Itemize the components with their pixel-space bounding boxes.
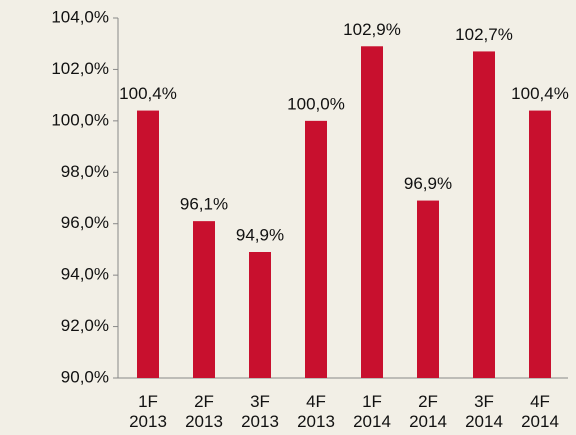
value-label: 96,1% — [180, 195, 228, 214]
value-label: 100,4% — [119, 84, 177, 103]
y-tick-label: 98,0% — [61, 162, 109, 181]
y-tick-label: 102,0% — [51, 59, 109, 78]
x-tick-label: 2F 2014 — [409, 392, 447, 431]
x-tick-label: 4F 2014 — [521, 392, 559, 431]
x-tick-label: 1F 2013 — [129, 392, 167, 431]
bar — [361, 46, 383, 379]
y-tick-label: 92,0% — [61, 316, 109, 335]
bar — [193, 221, 215, 378]
bar — [529, 110, 551, 379]
y-tick-label: 90,0% — [61, 367, 109, 386]
x-tick-label: 1F 2014 — [353, 392, 391, 431]
y-tick-label: 94,0% — [61, 265, 109, 284]
bar — [249, 252, 271, 378]
bar — [417, 200, 439, 378]
y-tick-label: 104,0% — [51, 7, 109, 26]
bar — [137, 110, 159, 379]
x-tick-label: 3F 2014 — [465, 392, 503, 431]
value-label: 96,9% — [404, 174, 452, 193]
value-label: 94,9% — [236, 225, 284, 244]
value-label: 100,4% — [511, 84, 569, 103]
bar — [305, 120, 327, 378]
value-label: 100,0% — [287, 94, 345, 113]
bar — [473, 51, 495, 379]
x-tick-label: 3F 2013 — [241, 392, 279, 431]
x-tick-label: 2F 2013 — [185, 392, 223, 431]
value-label: 102,7% — [455, 25, 513, 44]
y-tick-label: 96,0% — [61, 213, 109, 232]
y-tick-label: 100,0% — [51, 110, 109, 129]
value-label: 102,9% — [343, 20, 401, 39]
x-tick-label: 4F 2013 — [297, 392, 335, 431]
